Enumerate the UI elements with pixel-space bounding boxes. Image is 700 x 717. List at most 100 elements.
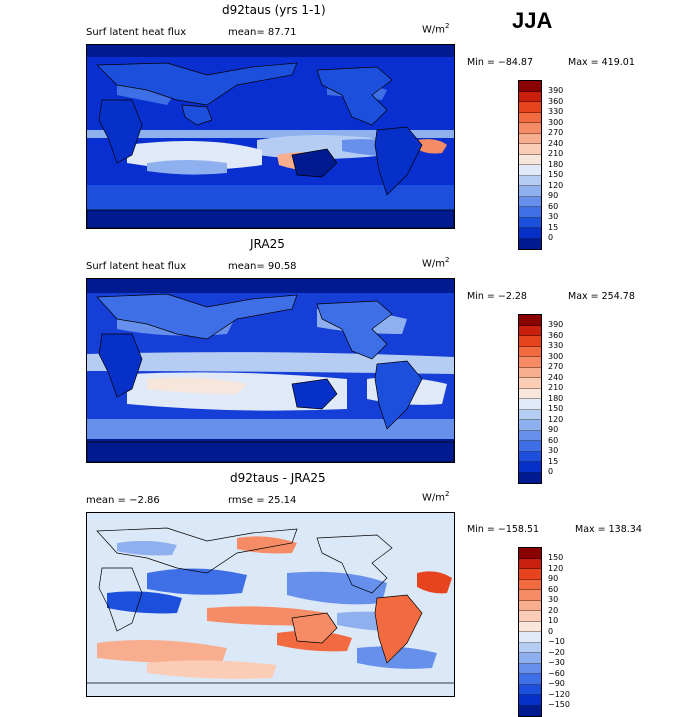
colorbar-swatch: [519, 367, 541, 378]
colorbar-swatch: [519, 186, 541, 197]
colorbar-swatch: [519, 315, 541, 326]
panel-2-title: JRA25: [250, 237, 285, 251]
colorbar-swatch: [519, 430, 541, 441]
colorbar-swatch: [519, 196, 541, 207]
colorbar-tick-label: 390: [548, 86, 564, 95]
colorbar-swatch: [519, 590, 541, 601]
colorbar-swatch: [519, 632, 541, 643]
panel-1-colorbar-labels: 390 360 330 300 270 240 210 180 150 120 90 60 30 15 0: [548, 86, 563, 244]
panel-1-max: Max = 419.01: [568, 57, 635, 68]
panel-2-map: [86, 278, 455, 463]
colorbar-tick-label: 150: [548, 553, 564, 562]
colorbar-swatch: [519, 621, 541, 632]
colorbar-tick-label: −30: [548, 658, 565, 667]
colorbar-tick-label: 30: [548, 446, 559, 455]
colorbar-swatch: [519, 399, 541, 410]
colorbar-swatch: [519, 175, 541, 186]
colorbar-tick-label: −10: [548, 637, 565, 646]
colorbar-swatch: [519, 112, 541, 123]
colorbar-tick-label: 0: [548, 467, 554, 476]
colorbar-tick-label: 240: [548, 138, 564, 148]
colorbar-swatch: [519, 684, 541, 695]
colorbar-tick-label: 180: [548, 393, 564, 403]
colorbar-swatch: [519, 653, 541, 664]
panel-2-field-label: Surf latent heat flux: [86, 261, 187, 272]
colorbar-tick-label: 30: [548, 595, 559, 604]
colorbar-tick-label: 300: [548, 351, 564, 361]
colorbar-tick-label: 120: [548, 563, 564, 573]
colorbar-swatch: [519, 663, 541, 674]
panel-3-colorbar: [518, 547, 542, 717]
colorbar-swatch: [519, 705, 541, 716]
panel-2-colorbar-labels: 390 360 330 300 270 240 210 180 150 120 90 60 30 15 0: [548, 320, 563, 478]
colorbar-tick-label: 30: [548, 212, 559, 221]
colorbar-tick-label: 300: [548, 117, 564, 127]
colorbar-swatch: [519, 133, 541, 144]
panel-2-units: W/m2: [422, 256, 450, 270]
panel-1-units: W/m2: [422, 22, 450, 36]
colorbar-tick-label: 120: [548, 414, 564, 424]
colorbar-swatch: [519, 81, 541, 92]
colorbar-tick-label: 90: [548, 574, 559, 583]
colorbar-tick-label: 120: [548, 180, 564, 190]
panel-1-title: d92taus (yrs 1-1): [222, 3, 326, 17]
colorbar-swatch: [519, 441, 541, 452]
panel-2-colorbar: [518, 314, 542, 484]
panel-3-rmse: rmse = 25.14: [228, 495, 297, 506]
colorbar-swatch: [519, 144, 541, 155]
colorbar-tick-label: 270: [548, 128, 564, 137]
panel-3-mean: mean = −2.86: [86, 495, 160, 506]
colorbar-tick-label: 330: [548, 107, 564, 116]
colorbar-tick-label: 0: [548, 233, 554, 242]
colorbar-tick-label: 60: [548, 584, 559, 594]
colorbar-swatch: [519, 579, 541, 590]
colorbar-swatch: [519, 462, 541, 473]
colorbar-swatch: [519, 357, 541, 368]
colorbar-tick-label: 270: [548, 362, 564, 371]
colorbar-tick-label: 180: [548, 159, 564, 169]
colorbar-swatch: [519, 420, 541, 431]
colorbar-tick-label: 90: [548, 191, 559, 200]
colorbar-swatch: [519, 154, 541, 165]
colorbar-tick-label: 10: [548, 616, 559, 625]
panel-3-colorbar-labels: 150 120 90 60 30 20 10 0 −10 −20 −30 −60 −90 −120 −150: [548, 553, 570, 711]
panel-1-field-label: Surf latent heat flux: [86, 27, 187, 38]
colorbar-swatch: [519, 472, 541, 483]
panel-3-units: W/m2: [422, 490, 450, 504]
colorbar-tick-label: 60: [548, 201, 559, 211]
colorbar-tick-label: −120: [548, 689, 570, 699]
colorbar-tick-label: −150: [548, 700, 570, 709]
colorbar-swatch: [519, 695, 541, 706]
panel-1-mean: mean= 87.71: [228, 27, 297, 38]
colorbar-tick-label: −90: [548, 679, 565, 688]
colorbar-swatch: [519, 558, 541, 569]
colorbar-tick-label: 150: [548, 170, 564, 179]
colorbar-tick-label: 20: [548, 605, 559, 615]
colorbar-tick-label: −20: [548, 647, 565, 657]
colorbar-swatch: [519, 238, 541, 249]
panel-2-mean: mean= 90.58: [228, 261, 297, 272]
colorbar-swatch: [519, 451, 541, 462]
colorbar-swatch: [519, 388, 541, 399]
panel-3-map: [86, 512, 455, 697]
colorbar-tick-label: 90: [548, 425, 559, 434]
colorbar-tick-label: 210: [548, 149, 564, 158]
colorbar-swatch: [519, 548, 541, 559]
colorbar-tick-label: −60: [548, 668, 565, 678]
colorbar-tick-label: 240: [548, 372, 564, 382]
panel-1-map: [86, 44, 455, 229]
colorbar-swatch: [519, 600, 541, 611]
colorbar-swatch: [519, 325, 541, 336]
colorbar-swatch: [519, 102, 541, 113]
colorbar-tick-label: 150: [548, 404, 564, 413]
colorbar-tick-label: 360: [548, 330, 564, 340]
season-label: JJA: [512, 8, 553, 33]
colorbar-swatch: [519, 228, 541, 239]
colorbar-tick-label: 0: [548, 626, 554, 636]
panel-3-min: Min = −158.51: [467, 524, 540, 535]
panel-2-max: Max = 254.78: [568, 291, 635, 302]
colorbar-swatch: [519, 611, 541, 622]
colorbar-tick-label: 15: [548, 222, 559, 232]
panel-3-max: Max = 138.34: [575, 524, 642, 535]
colorbar-swatch: [519, 346, 541, 357]
